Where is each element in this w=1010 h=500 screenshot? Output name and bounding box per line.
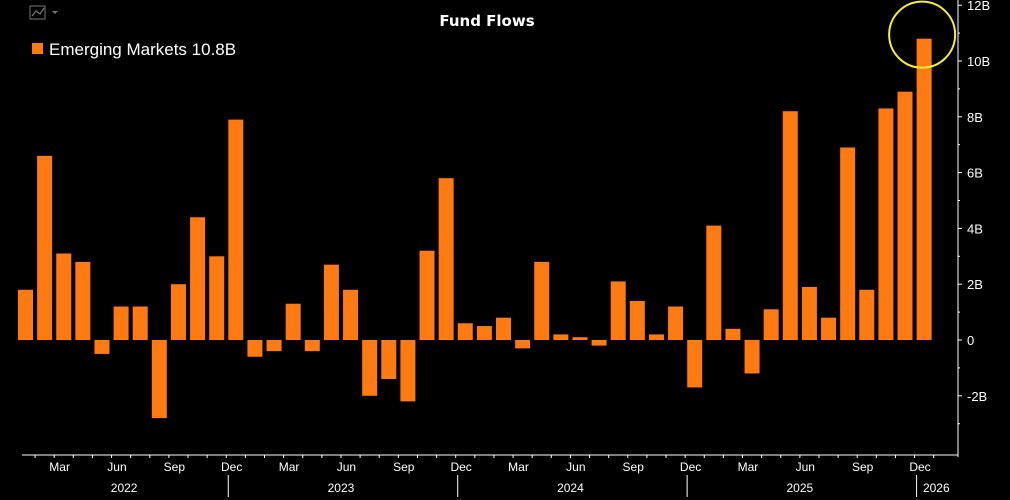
bar-47[interactable]	[916, 38, 932, 341]
x-axis: Mar Jun Sep Dec Mar Jun Sep Dec Mar Jun Sep Dec Mar J…	[22, 454, 958, 497]
bar-22[interactable]	[438, 178, 454, 340]
x-tick-label: Jun	[107, 460, 126, 474]
bar-11[interactable]	[228, 119, 244, 340]
highlight-layer	[888, 0, 957, 69]
bar-7[interactable]	[151, 340, 167, 419]
year-label: 2026	[923, 481, 950, 495]
bars-group	[18, 38, 932, 419]
bar-9[interactable]	[190, 217, 206, 340]
bar-40[interactable]	[782, 111, 798, 340]
bar-20[interactable]	[400, 340, 416, 402]
y-tick-label: 6B	[967, 166, 983, 181]
legend[interactable]: Emerging Markets 10.8B	[32, 40, 236, 59]
year-label: 2025	[787, 481, 814, 495]
bar-28[interactable]	[553, 334, 569, 340]
x-tick-label: Sep	[164, 460, 186, 474]
bar-26[interactable]	[515, 340, 531, 349]
bar-23[interactable]	[457, 323, 473, 340]
year-label: 2023	[328, 481, 355, 495]
bar-21[interactable]	[419, 250, 435, 340]
y-axis: 12B 10B 8B 6B 4B 2B 0 -2B	[957, 0, 990, 458]
x-tick-label: Dec	[680, 460, 701, 474]
bar-45[interactable]	[878, 108, 894, 341]
x-tick-label: Jun	[796, 460, 815, 474]
bar-42[interactable]	[821, 317, 837, 340]
bar-3[interactable]	[75, 261, 91, 340]
bar-35[interactable]	[687, 340, 703, 388]
bar-46[interactable]	[897, 91, 913, 340]
bar-43[interactable]	[840, 147, 856, 340]
x-tick-label: Dec	[909, 460, 930, 474]
bar-15[interactable]	[304, 340, 320, 352]
bar-19[interactable]	[381, 340, 397, 380]
x-tick-label: Dec	[450, 460, 471, 474]
bar-17[interactable]	[343, 289, 359, 340]
bar-38[interactable]	[744, 340, 760, 374]
bar-32[interactable]	[629, 300, 645, 340]
bar-44[interactable]	[859, 289, 875, 340]
legend-label: Emerging Markets 10.8B	[49, 40, 236, 59]
bar-39[interactable]	[763, 309, 779, 340]
chart-type-icon[interactable]	[29, 5, 46, 20]
bar-27[interactable]	[534, 261, 550, 340]
bar-0[interactable]	[18, 289, 33, 340]
bar-8[interactable]	[170, 284, 186, 340]
x-tick-label: Sep	[623, 460, 645, 474]
x-tick-label: Mar	[49, 460, 70, 474]
x-tick-label: Dec	[221, 460, 242, 474]
bar-10[interactable]	[209, 256, 225, 340]
chevron-down-icon[interactable]	[52, 11, 58, 14]
chart-title: Fund Flows	[439, 12, 534, 30]
x-tick-label: Jun	[337, 460, 356, 474]
bar-36[interactable]	[706, 225, 722, 340]
y-tick-label: -2B	[967, 389, 987, 404]
bar-41[interactable]	[801, 286, 817, 340]
bar-25[interactable]	[496, 317, 511, 340]
legend-swatch	[32, 43, 43, 54]
bar-5[interactable]	[113, 306, 129, 340]
x-tick-label: Mar	[508, 460, 529, 474]
bar-4[interactable]	[94, 340, 110, 354]
y-tick-label: 12B	[967, 0, 990, 13]
highlight-circle	[888, 0, 957, 69]
y-tick-label: 10B	[967, 54, 990, 69]
bar-6[interactable]	[132, 306, 148, 340]
bar-13[interactable]	[266, 340, 282, 352]
bar-14[interactable]	[285, 303, 301, 340]
x-tick-label: Sep	[393, 460, 415, 474]
bar-2[interactable]	[56, 253, 72, 340]
y-tick-label: 8B	[967, 110, 983, 125]
x-tick-label: Mar	[279, 460, 300, 474]
bar-37[interactable]	[725, 328, 741, 340]
bar-31[interactable]	[610, 281, 626, 340]
bar-1[interactable]	[37, 155, 53, 340]
x-tick-label: Jun	[566, 460, 585, 474]
bar-16[interactable]	[323, 264, 339, 340]
year-label: 2024	[557, 481, 584, 495]
bar-33[interactable]	[648, 334, 664, 340]
y-tick-label: 0	[967, 333, 974, 348]
bar-24[interactable]	[476, 326, 492, 340]
x-tick-label: Mar	[738, 460, 759, 474]
y-tick-label: 4B	[967, 221, 983, 236]
y-tick-label: 2B	[967, 277, 983, 292]
bar-18[interactable]	[362, 340, 378, 396]
bar-12[interactable]	[247, 340, 263, 357]
bar-29[interactable]	[572, 337, 588, 340]
bar-34[interactable]	[668, 306, 684, 340]
x-tick-label: Sep	[852, 460, 874, 474]
year-label: 2022	[111, 481, 138, 495]
bar-30[interactable]	[591, 340, 607, 346]
